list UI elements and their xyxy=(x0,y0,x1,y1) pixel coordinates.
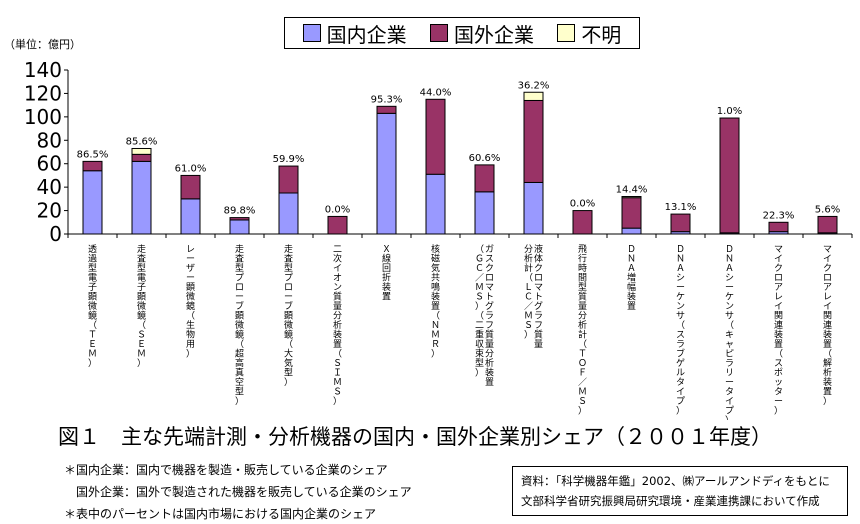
figure-caption: 図１ 主な先端計測・分析機器の国内・国外企業別シェア（２００１年度） xyxy=(58,425,772,449)
bar-segment-foreign xyxy=(425,98,446,175)
y-tick-label: 40 xyxy=(37,175,62,199)
category-label: レーザー顕微鏡（生物用） xyxy=(186,245,195,360)
data-label: 13.1% xyxy=(665,202,697,213)
category-label: マイクロアレイ関連装置（スポッター） xyxy=(774,245,783,417)
bar-segment-domestic xyxy=(376,112,397,235)
bar-segment-unknown xyxy=(523,91,544,101)
category-label: ＤＮＡシーケンサ（キャピラリータイプ） xyxy=(725,245,734,420)
legend-swatch-domestic xyxy=(302,24,321,42)
data-label: 22.3% xyxy=(763,210,795,221)
bar-segment-domestic xyxy=(425,173,446,235)
bar-segment-foreign xyxy=(229,217,250,221)
note-foreign: 国外企業：国外で製造された機器を販売している企業のシェア xyxy=(64,485,412,499)
legend-swatch-foreign xyxy=(429,24,448,42)
note-domestic: ＊国内企業：国内で機器を製造・販売している企業のシェア xyxy=(64,463,388,477)
y-tick-label: 20 xyxy=(37,199,62,223)
data-label: 61.0% xyxy=(175,163,207,174)
bar-segment-foreign xyxy=(670,213,691,233)
bar-segment-foreign xyxy=(327,215,348,235)
bar-segment-domestic xyxy=(621,227,642,235)
bar-segment-foreign xyxy=(719,117,740,234)
category-label: 走査型プローブ顕微鏡（大気型） xyxy=(284,244,293,388)
y-tick-label: 120 xyxy=(24,81,62,105)
y-tick-label: 0 xyxy=(49,222,62,246)
legend-label-unknown: 不明 xyxy=(581,22,622,47)
bar-segment-foreign xyxy=(474,164,495,193)
bar-segment-foreign xyxy=(523,99,544,183)
bar-segment-domestic xyxy=(523,181,544,235)
bar-segment-foreign xyxy=(131,153,152,162)
bar-segment-domestic xyxy=(278,192,299,235)
bar-segment-unknown xyxy=(131,147,152,155)
y-tick-label: 140 xyxy=(24,58,62,82)
legend-item-foreign: 国外企業 xyxy=(429,19,534,48)
bar-segment-unknown xyxy=(621,196,642,199)
legend-item-domestic: 国内企業 xyxy=(302,19,407,48)
data-label: 85.6% xyxy=(126,136,158,147)
data-label: 14.4% xyxy=(616,185,648,196)
legend-item-unknown: 不明 xyxy=(557,19,621,48)
bar-segment-domestic xyxy=(131,160,152,235)
data-label: 0.0% xyxy=(570,199,595,210)
legend-label-foreign: 国外企業 xyxy=(453,22,534,47)
data-label: 1.0% xyxy=(717,106,742,117)
bar-segment-foreign xyxy=(376,105,397,114)
bar-segment-domestic xyxy=(180,198,201,235)
bar-segment-foreign xyxy=(82,160,103,172)
bar-segment-foreign xyxy=(768,221,789,233)
category-label: ガスクロマトグラフ質量分析装置（ＧＣ／ＭＳ）（二重収束型） xyxy=(475,244,494,388)
bar-segment-foreign xyxy=(621,197,642,229)
chart-category-labels: 透過型電子顕微鏡（ＴＥＭ） 走査型電子顕微鏡（ＳＥＭ） レーザー顕微鏡（生物用） 走査… xyxy=(88,243,832,420)
chart-legend: 国内企業 国外企業 不明 xyxy=(284,17,640,49)
y-tick-label: 100 xyxy=(24,105,62,129)
data-label: 59.9% xyxy=(273,154,305,165)
y-tick-label: 60 xyxy=(37,152,62,176)
source-line-2: 文部科学省研究振興局研究環境・産業連携課において作成 xyxy=(521,494,820,508)
note-percentage: ＊表中のパーセントは国内市場における国内企業のシェア xyxy=(64,507,377,521)
bar-segment-foreign xyxy=(278,165,299,194)
source-box: 資料：「科学機器年鑑」2002、㈱アールアンドディをもとに 文部科学省研究振興局… xyxy=(512,466,848,516)
category-label: 飛行時間型質量分析計（ＴＯＦ／ＭＳ） xyxy=(578,244,587,417)
category-label: 走査型電子顕微鏡（ＳＥＭ） xyxy=(137,244,146,369)
chart-data-labels: 86.5% 85.6% 61.0% 89.8% 59.9% 0.0% 95.3% 44.0% 6… xyxy=(77,80,841,221)
bar-segment-domestic xyxy=(229,219,250,235)
category-label: 核磁気共鳴装置（ＮＭＲ） xyxy=(431,243,440,360)
category-label: マイクロアレイ関連装置（解析装置） xyxy=(823,245,832,407)
category-label: 液体クロマトグラフ質量分析計（ＬＣ／ＭＳ） xyxy=(524,243,543,350)
bar-segment-foreign xyxy=(817,215,838,234)
category-label: 二次イオン質量分析装置（ＳＩＭＳ） xyxy=(333,245,342,407)
bar-segment-foreign xyxy=(572,210,593,235)
bar-segment-domestic xyxy=(474,191,495,235)
data-label: 60.6% xyxy=(469,153,501,164)
data-label: 89.8% xyxy=(224,206,256,217)
data-label: 95.3% xyxy=(371,94,403,105)
category-label: ＤＮＡ増幅装置 xyxy=(627,245,636,312)
category-label: Ｘ線回折装置 xyxy=(382,245,391,303)
category-label: 走査型プローブ顕微鏡（超高真空型） xyxy=(235,244,244,407)
data-label: 44.0% xyxy=(420,87,452,98)
unit-label: （単位：億円） xyxy=(4,38,81,51)
data-label: 0.0% xyxy=(325,204,350,215)
category-label: ＤＮＡシーケンサ（スラブゲルタイプ） xyxy=(676,245,685,417)
chart-bars xyxy=(82,91,838,235)
category-label: 透過型電子顕微鏡（ＴＥＭ） xyxy=(88,244,97,369)
legend-label-domestic: 国内企業 xyxy=(326,22,407,47)
bar-segment-foreign xyxy=(180,174,201,200)
source-line-1: 資料：「科学機器年鑑」2002、㈱アールアンドディをもとに xyxy=(521,474,830,488)
data-label: 86.5% xyxy=(77,149,109,160)
data-label: 36.2% xyxy=(518,80,550,91)
y-tick-label: 80 xyxy=(37,128,62,152)
data-label: 5.6% xyxy=(815,204,840,215)
bar-segment-domestic xyxy=(82,170,103,235)
legend-swatch-unknown xyxy=(557,24,576,42)
